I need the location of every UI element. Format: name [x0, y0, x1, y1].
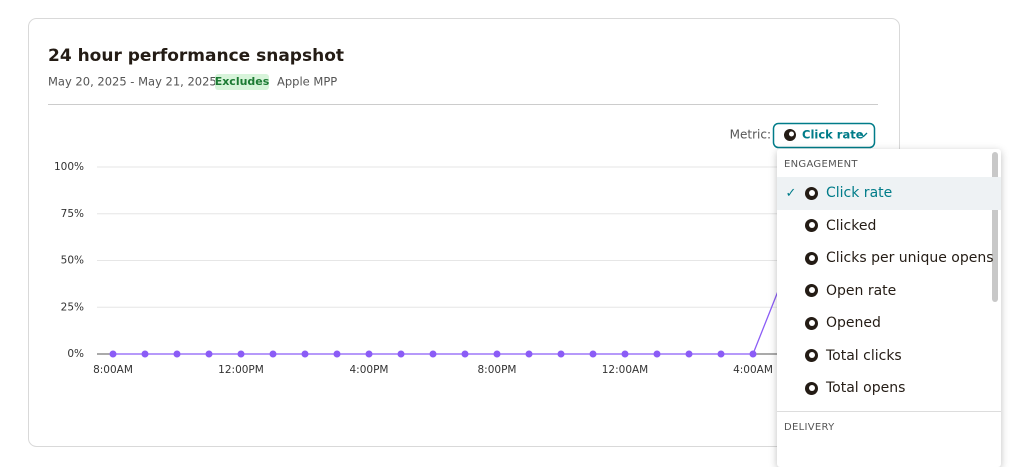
data-point — [205, 350, 213, 358]
section-title: ENGAGEMENT — [784, 159, 858, 170]
menu-item[interactable]: Total opens — [777, 372, 1001, 405]
menu-item[interactable]: Clicked — [777, 210, 1001, 243]
item-icon — [805, 316, 818, 330]
data-point — [109, 350, 117, 358]
data-point — [429, 350, 437, 358]
data-point — [717, 350, 725, 358]
scrollbar[interactable] — [992, 152, 998, 302]
data-point — [333, 350, 341, 358]
item-label[interactable]: Opened — [826, 315, 881, 332]
item-label[interactable]: Clicks per unique opens — [826, 250, 994, 267]
data-point — [237, 350, 245, 358]
metric-icon-inner — [789, 131, 794, 137]
item-icon — [805, 251, 818, 265]
x-tick-label: 4:00PM — [350, 364, 389, 376]
data-point — [653, 350, 661, 358]
data-point — [557, 350, 565, 358]
series-line — [113, 273, 786, 355]
menu-item[interactable]: Total clicks — [777, 340, 1001, 373]
item-icon — [805, 284, 818, 298]
menu-divider — [777, 410, 1001, 412]
item-label[interactable]: Open rate — [826, 282, 897, 299]
item-label[interactable]: Total clicks — [826, 347, 902, 364]
check: ✓ — [785, 185, 797, 201]
data-point — [685, 350, 693, 358]
chevron — [859, 132, 868, 138]
data-point — [269, 350, 277, 358]
data-point — [173, 350, 181, 358]
data-point — [141, 350, 149, 358]
item-icon — [805, 186, 818, 200]
item-label[interactable]: Click rate — [826, 185, 893, 202]
menu-item[interactable]: Open rate — [777, 275, 1001, 308]
x-tick-label: 8:00PM — [478, 364, 517, 376]
data-point — [493, 350, 501, 358]
y-tick-label: 25% — [61, 301, 84, 313]
x-tick-label: 8:00AM — [93, 364, 133, 376]
badge-bg — [215, 74, 269, 90]
metric-label: Metric: — [730, 128, 771, 142]
y-tick-label: 50% — [61, 255, 84, 267]
item-icon — [805, 219, 818, 233]
data-point — [397, 350, 405, 358]
x-tick-label: 12:00PM — [218, 364, 264, 376]
data-point — [525, 350, 533, 358]
data-point — [461, 350, 469, 358]
menu-item[interactable]: Opened — [777, 307, 1001, 340]
metric-menu: ENGAGEMENT ✓ Click rate Clicked Clicks per u… — [777, 149, 1001, 467]
menu-item[interactable]: Clicks per unique opens — [777, 242, 1001, 275]
card-title: 24 hour performance snapshot — [48, 46, 344, 66]
x-tick-label: 4:00AM — [733, 364, 773, 376]
item-label[interactable]: Clicked — [826, 217, 877, 234]
y-tick-label: 0% — [67, 348, 84, 360]
menu-item[interactable]: ✓ Click rate — [777, 177, 1001, 210]
badge-target: Apple MPP — [277, 75, 337, 89]
item-icon — [805, 349, 818, 363]
item-label[interactable]: Total opens — [826, 380, 906, 397]
data-point — [621, 350, 629, 358]
date-range: May 20, 2025 - May 21, 2025 • — [48, 75, 227, 89]
item-icon — [805, 381, 818, 395]
y-tick-label: 100% — [54, 161, 84, 173]
metric-button[interactable] — [772, 122, 876, 149]
section-title: DELIVERY — [784, 421, 835, 433]
badge: Excludes — [215, 75, 270, 88]
x-tick-label: 12:00AM — [602, 364, 649, 376]
data-point — [589, 350, 597, 358]
data-point — [749, 350, 757, 358]
data-point — [301, 350, 309, 358]
data-point — [365, 350, 373, 358]
y-tick-label: 75% — [61, 208, 84, 220]
metric-value[interactable]: Click rate — [802, 128, 864, 142]
